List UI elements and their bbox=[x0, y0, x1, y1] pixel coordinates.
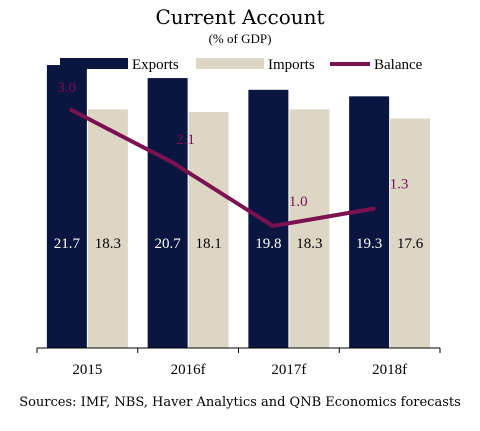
x-tick-label-2018f: 2018f bbox=[372, 362, 407, 378]
label-balance-2017f: 1.0 bbox=[289, 194, 308, 210]
balance-point-2015 bbox=[69, 108, 74, 112]
x-tick-label-2016f: 2016f bbox=[171, 362, 206, 378]
chart-title: Current Account bbox=[155, 5, 324, 29]
bar-imports-2018f bbox=[390, 118, 431, 348]
label-balance-2016f: 2.1 bbox=[176, 132, 195, 148]
legend: Exports Imports Balance bbox=[60, 57, 423, 73]
bar-exports-2016f bbox=[147, 78, 188, 349]
bar-exports-2018f bbox=[349, 96, 390, 348]
label-exports-2015: 21.7 bbox=[54, 236, 81, 252]
balance-point-2018f bbox=[371, 206, 376, 211]
legend-label-exports: Exports bbox=[132, 57, 179, 73]
bar-imports-2017f bbox=[289, 109, 330, 348]
chart-subtitle: (% of GDP) bbox=[209, 31, 272, 46]
label-exports-2018f: 19.3 bbox=[356, 236, 382, 252]
legend-label-balance: Balance bbox=[374, 57, 423, 73]
x-tick-label-2015: 2015 bbox=[72, 362, 102, 378]
label-exports-2016f: 20.7 bbox=[155, 236, 182, 252]
balance-line bbox=[70, 108, 374, 228]
balance-point-2017f bbox=[270, 224, 275, 228]
label-imports-2018f: 17.6 bbox=[397, 236, 424, 252]
source-note: Sources: IMF, NBS, Haver Analytics and Q… bbox=[19, 395, 461, 410]
label-imports-2016f: 18.1 bbox=[196, 236, 222, 252]
x-tick-label-2017f: 2017f bbox=[271, 362, 306, 378]
legend-label-imports: Imports bbox=[268, 57, 315, 73]
bar-exports-2015 bbox=[46, 65, 87, 349]
bar-imports-2015 bbox=[87, 109, 128, 348]
legend-swatch-exports bbox=[60, 58, 128, 69]
label-imports-2015: 18.3 bbox=[95, 236, 121, 252]
label-balance-2015: 3.0 bbox=[57, 80, 76, 96]
label-imports-2017f: 18.3 bbox=[296, 236, 322, 252]
bar-exports-2017f bbox=[248, 89, 289, 349]
legend-swatch-imports bbox=[196, 58, 264, 69]
balance-point-2016f bbox=[170, 160, 175, 165]
label-balance-2018f: 1.3 bbox=[390, 177, 409, 193]
plot-area: 21.7 18.3 20.7 18.1 19.8 18.3 19.3 17.6 3.0 2.1 1.… bbox=[36, 65, 441, 378]
bar-imports-2016f bbox=[188, 111, 229, 348]
label-exports-2017f: 19.8 bbox=[255, 236, 281, 252]
